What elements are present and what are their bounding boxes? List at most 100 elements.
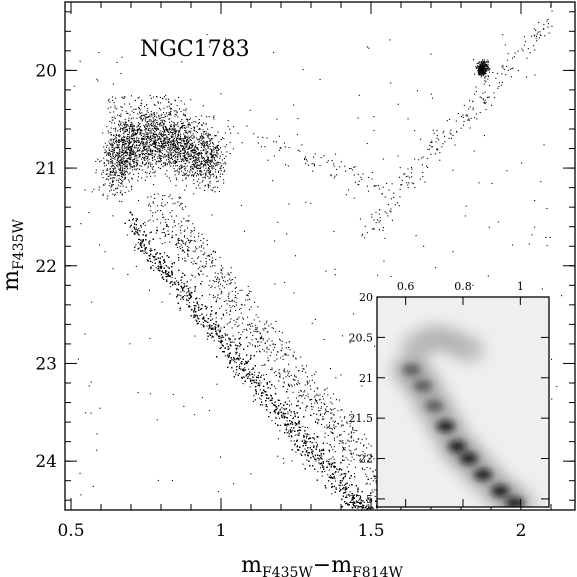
- data-point: [228, 353, 230, 355]
- data-point: [140, 250, 142, 252]
- data-point: [228, 339, 230, 341]
- data-point: [333, 465, 335, 467]
- data-point: [371, 455, 373, 457]
- data-point: [326, 424, 328, 426]
- data-point: [305, 444, 307, 446]
- data-point: [196, 323, 198, 325]
- data-point: [317, 454, 319, 456]
- data-point: [301, 454, 303, 456]
- data-point: [217, 326, 219, 328]
- data-point: [334, 478, 336, 480]
- data-point: [279, 408, 281, 410]
- data-point: [294, 434, 296, 436]
- data-point: [333, 475, 335, 477]
- data-point: [158, 269, 160, 271]
- data-point: [199, 298, 201, 300]
- data-point: [301, 402, 303, 404]
- data-point: [345, 473, 347, 475]
- data-point: [320, 453, 322, 455]
- data-point: [298, 429, 300, 431]
- data-point: [135, 231, 137, 233]
- data-point: [294, 443, 296, 445]
- data-point: [198, 304, 200, 306]
- data-point: [166, 225, 168, 227]
- data-point: [271, 420, 273, 422]
- data-point: [200, 239, 202, 241]
- data-point: [140, 243, 142, 245]
- data-point: [141, 246, 143, 248]
- data-point: [298, 426, 300, 428]
- data-point: [228, 337, 230, 339]
- data-point: [297, 449, 299, 451]
- data-point: [181, 282, 183, 284]
- data-point: [150, 231, 152, 233]
- data-point: [287, 397, 289, 399]
- data-point: [159, 261, 161, 263]
- data-point: [136, 231, 138, 233]
- data-point: [254, 382, 256, 384]
- data-point: [246, 362, 248, 364]
- data-point: [296, 446, 298, 448]
- data-point: [177, 289, 179, 291]
- data-point: [317, 423, 319, 425]
- data-point: [330, 458, 332, 460]
- data-point: [307, 427, 309, 429]
- data-point: [350, 453, 352, 455]
- data-point: [211, 318, 213, 320]
- data-point: [305, 437, 307, 439]
- data-point: [326, 460, 328, 462]
- data-point: [141, 250, 143, 252]
- data-point: [195, 311, 197, 313]
- data-point: [261, 395, 263, 397]
- data-point: [162, 262, 164, 264]
- data-point: [332, 473, 334, 475]
- data-point: [239, 345, 241, 347]
- data-point: [274, 409, 276, 411]
- data-point: [321, 464, 323, 466]
- data-point: [285, 427, 287, 429]
- data-point: [293, 427, 295, 429]
- data-point: [252, 379, 254, 381]
- data-point: [209, 294, 211, 296]
- data-point: [135, 227, 137, 229]
- data-point: [253, 355, 255, 357]
- data-point: [204, 320, 206, 322]
- data-point: [165, 273, 167, 275]
- data-point: [284, 401, 286, 403]
- data-point: [159, 266, 161, 268]
- data-point: [351, 497, 353, 499]
- data-point: [282, 386, 284, 388]
- data-point: [320, 462, 322, 464]
- data-point: [314, 396, 316, 398]
- data-point: [194, 315, 196, 317]
- data-point: [329, 444, 331, 446]
- data-point: [227, 348, 229, 350]
- data-point: [286, 432, 288, 434]
- data-point: [253, 381, 255, 383]
- data-point: [212, 328, 214, 330]
- data-point: [198, 321, 200, 323]
- data-point: [345, 491, 347, 493]
- data-point: [341, 469, 343, 471]
- data-point: [181, 286, 183, 288]
- data-point: [187, 291, 189, 293]
- data-point: [291, 421, 293, 423]
- data-point: [251, 369, 253, 371]
- data-point: [228, 355, 230, 357]
- data-point: [163, 260, 165, 262]
- data-point: [294, 430, 296, 432]
- data-point: [314, 455, 316, 457]
- data-point: [148, 258, 150, 260]
- data-point: [138, 234, 140, 236]
- data-point: [357, 507, 359, 509]
- data-point: [193, 314, 195, 316]
- data-point: [290, 440, 292, 442]
- data-point: [323, 449, 325, 451]
- data-point: [279, 424, 281, 426]
- data-point: [349, 477, 351, 479]
- data-point: [215, 324, 217, 326]
- data-point: [333, 462, 335, 464]
- data-point: [243, 376, 245, 378]
- data-point: [304, 448, 306, 450]
- data-point: [134, 246, 136, 248]
